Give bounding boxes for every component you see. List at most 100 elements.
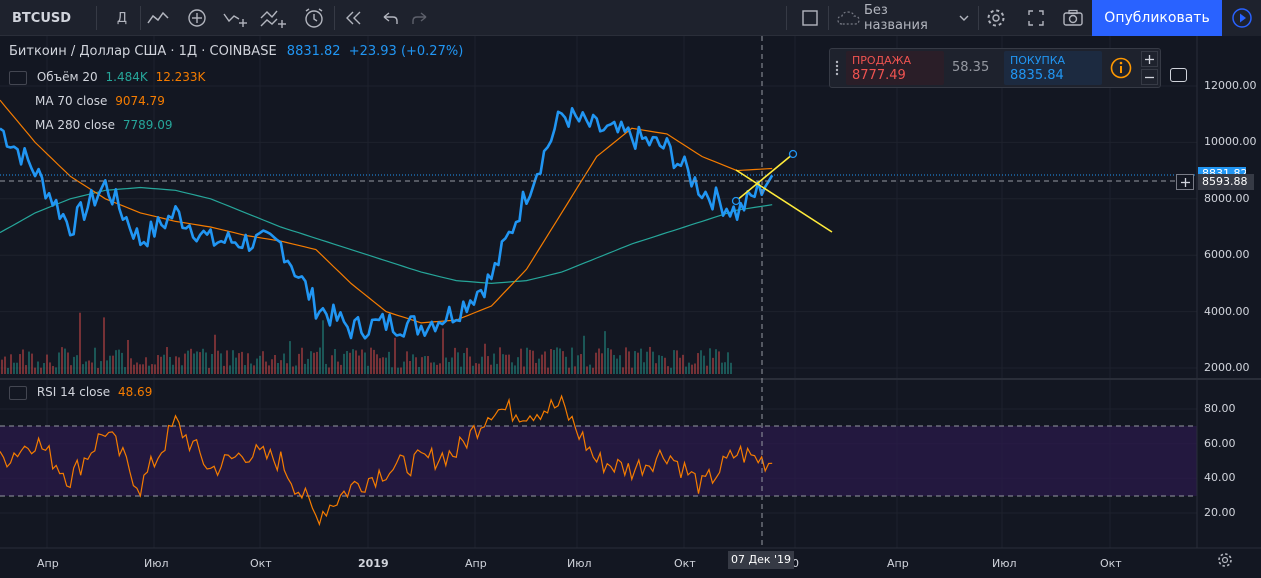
volume-bar — [445, 357, 447, 374]
price-line — [0, 107, 774, 340]
volume-bar — [538, 358, 540, 374]
volume-bar — [448, 361, 450, 374]
volume-bar — [118, 349, 120, 374]
volume-bar — [709, 348, 711, 374]
publish-button[interactable]: Опубликовать — [1092, 0, 1222, 36]
add-alert-plus-icon[interactable] — [1176, 174, 1194, 190]
ma70-value: 9074.79 — [115, 94, 165, 108]
financials-icon[interactable] — [258, 0, 288, 36]
volume-bar — [154, 364, 156, 374]
volume-bar — [370, 347, 372, 374]
volume-bar — [109, 355, 111, 374]
volume-bar — [340, 364, 342, 374]
alert-icon[interactable] — [302, 0, 326, 36]
volume-bar — [535, 362, 537, 374]
sell-label: ПРОДАЖА — [852, 54, 912, 67]
volume-legend[interactable]: Объём 20 1.484K 12.233K — [9, 70, 205, 85]
volume-bar — [658, 355, 660, 374]
ma280-legend[interactable]: MA 280 close 7789.09 — [35, 118, 172, 132]
volume-bar — [157, 355, 159, 374]
fullscreen-square-icon[interactable] — [798, 0, 822, 36]
info-icon[interactable] — [1110, 57, 1132, 83]
layout-name[interactable]: Без названия — [864, 3, 928, 33]
symbol-search[interactable]: BTCUSD — [12, 10, 72, 26]
collapse-icon[interactable] — [9, 385, 27, 400]
ma70-line — [0, 99, 773, 324]
collapse-icon[interactable] — [9, 70, 27, 85]
toolbar-divider — [140, 6, 141, 30]
volume-bar — [301, 347, 303, 374]
fullscreen-icon[interactable] — [1024, 0, 1048, 36]
volume-bar — [343, 353, 345, 374]
volume-bar — [280, 360, 282, 374]
volume-bar — [16, 362, 18, 374]
volume-name: Объём 20 — [36, 70, 98, 84]
volume-bar — [514, 365, 516, 374]
volume-bar — [463, 353, 465, 374]
volume-bar — [577, 355, 579, 374]
rsi-legend[interactable]: RSI 14 close 48.69 — [9, 385, 152, 400]
volume-bar — [115, 350, 117, 374]
camera-icon[interactable] — [1060, 0, 1086, 36]
volume-bar — [346, 351, 348, 374]
chart-type-icon[interactable] — [146, 0, 170, 36]
volume-bar — [565, 356, 567, 374]
volume-bar — [631, 367, 633, 374]
volume-bar — [199, 352, 201, 374]
volume-bar — [718, 351, 720, 374]
volume-bar — [289, 341, 291, 374]
gear-icon[interactable] — [984, 0, 1008, 36]
plus-icon[interactable] — [1141, 51, 1158, 67]
undo-icon[interactable] — [378, 0, 402, 36]
volume-bar — [271, 359, 273, 374]
volume-bar — [628, 351, 630, 374]
ma70-legend[interactable]: MA 70 close 9074.79 — [35, 94, 165, 108]
chevron-down-icon[interactable] — [956, 0, 972, 36]
replay-icon[interactable] — [342, 0, 366, 36]
volume-bars — [1, 312, 732, 374]
minus-icon[interactable] — [1141, 69, 1158, 85]
time-tick-label: Апр — [465, 557, 487, 570]
volume-bar — [502, 354, 504, 374]
volume-bar — [685, 366, 687, 374]
volume-bar — [73, 356, 75, 374]
volume-bar — [424, 356, 426, 374]
rsi-band — [0, 426, 1197, 496]
volume-bar — [571, 347, 573, 374]
volume-bar — [664, 357, 666, 374]
volume-bar — [655, 363, 657, 374]
drag-handle-icon[interactable] — [834, 60, 840, 76]
volume-bar — [511, 362, 513, 374]
volume-bar — [232, 350, 234, 374]
volume-bar — [682, 354, 684, 374]
volume-bar — [55, 367, 57, 374]
volume-bar — [28, 351, 30, 374]
volume-bar — [586, 366, 588, 374]
timezone-gear-icon[interactable] — [1217, 552, 1233, 572]
sell-button[interactable]: ПРОДАЖА 8777.49 — [846, 51, 944, 85]
volume-bar — [181, 365, 183, 374]
widget-toggle-icon[interactable] — [1170, 68, 1187, 82]
volume-bar — [607, 348, 609, 374]
trendline-up — [735, 153, 794, 202]
volume-bar — [88, 360, 90, 374]
interval-button[interactable]: Д — [116, 10, 128, 26]
play-icon[interactable] — [1222, 0, 1261, 36]
time-tick-label: Июл — [992, 557, 1017, 570]
volume-bar — [130, 358, 132, 374]
buy-button[interactable]: ПОКУПКА 8835.84 — [1004, 51, 1102, 85]
trendline-handle — [731, 196, 741, 206]
ma280-name: MA 280 close — [35, 118, 116, 132]
volume-bar — [226, 350, 228, 374]
volume-bar — [526, 347, 528, 374]
rsi-tick-label: 80.00 — [1204, 402, 1236, 415]
redo-icon[interactable] — [408, 0, 432, 36]
volume-bar — [133, 364, 135, 374]
compare-icon[interactable] — [222, 0, 250, 36]
indicators-icon[interactable] — [185, 0, 209, 36]
volume-bar — [70, 365, 72, 374]
volume-bar — [451, 357, 453, 374]
volume-bar — [1, 359, 3, 374]
volume-bar — [49, 362, 51, 374]
